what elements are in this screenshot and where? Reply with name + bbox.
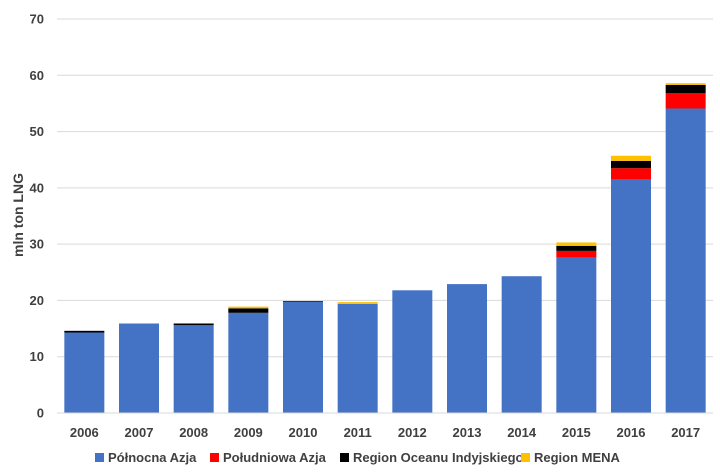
y-axis-label: mln ton LNG bbox=[10, 173, 26, 257]
x-tick-label: 2013 bbox=[453, 425, 482, 440]
legend-swatch bbox=[95, 453, 104, 462]
x-tick-label: 2017 bbox=[671, 425, 700, 440]
bar-segment-2015-series-3 bbox=[556, 242, 597, 246]
bar-segment-2017-series-2 bbox=[665, 84, 706, 94]
legend: Północna Azja Południowa Azja Region Ocean… bbox=[95, 450, 621, 465]
bar-segment-2016-series-3 bbox=[611, 155, 651, 161]
x-tick-label: 2011 bbox=[344, 425, 372, 440]
bar-segment-2008-series-0 bbox=[173, 325, 214, 413]
bar-segment-2009-series-2 bbox=[228, 308, 269, 313]
y-axis-ticks: 0 10 20 30 40 50 60 70 bbox=[30, 12, 44, 421]
legend-label: Region Oceanu Indyjskiego bbox=[353, 450, 524, 465]
bar-segment-2015-series-0 bbox=[556, 257, 597, 413]
y-tick-label: 60 bbox=[30, 68, 44, 83]
y-tick-label: 10 bbox=[30, 349, 44, 364]
legend-item: Region MENA bbox=[521, 450, 621, 465]
legend-item: Region Oceanu Indyjskiego bbox=[340, 450, 524, 465]
x-tick-label: 2016 bbox=[617, 425, 646, 440]
x-tick-label: 2006 bbox=[70, 425, 99, 440]
x-tick-label: 2014 bbox=[507, 425, 537, 440]
y-tick-label: 30 bbox=[30, 237, 44, 252]
bar-segment-2008-series-2 bbox=[173, 323, 214, 326]
bar-segment-2010-series-2 bbox=[283, 300, 323, 302]
bar-segment-2011-series-0 bbox=[337, 303, 378, 413]
y-tick-label: 70 bbox=[30, 12, 44, 27]
legend-label: Region MENA bbox=[534, 450, 621, 465]
x-tick-label: 2008 bbox=[179, 425, 208, 440]
bar-segment-2016-series-2 bbox=[611, 160, 651, 169]
bars bbox=[64, 83, 706, 413]
legend-swatch bbox=[340, 453, 349, 462]
y-tick-label: 50 bbox=[30, 124, 44, 139]
bar-segment-2016-series-0 bbox=[611, 179, 651, 413]
bar-segment-2009-series-3 bbox=[228, 306, 269, 309]
bar-segment-2017-series-0 bbox=[665, 108, 706, 413]
bar-segment-2006-series-2 bbox=[64, 330, 105, 333]
x-tick-label: 2007 bbox=[125, 425, 154, 440]
bar-segment-2013-series-0 bbox=[447, 284, 487, 413]
x-tick-label: 2010 bbox=[289, 425, 318, 440]
y-tick-label: 20 bbox=[30, 293, 44, 308]
bar-segment-2017-series-1 bbox=[665, 93, 706, 109]
bar-segment-2012-series-0 bbox=[392, 290, 433, 413]
legend-swatch bbox=[521, 453, 530, 462]
y-tick-label: 40 bbox=[30, 180, 44, 195]
x-tick-label: 2009 bbox=[234, 425, 263, 440]
bar-segment-2007-series-0 bbox=[119, 323, 159, 413]
legend-label: Południowa Azja bbox=[223, 450, 327, 465]
bar-segment-2006-series-0 bbox=[64, 332, 105, 413]
legend-item: Południowa Azja bbox=[210, 450, 327, 465]
bar-segment-2017-series-3 bbox=[665, 83, 706, 85]
bar-segment-2009-series-0 bbox=[228, 312, 269, 413]
x-axis-ticks: 2006 2007 2008 2009 2010 2011 2012 2013 2014 2015… bbox=[70, 425, 700, 440]
gridlines bbox=[57, 18, 713, 358]
bar-segment-2010-series-0 bbox=[283, 301, 323, 413]
x-tick-label: 2012 bbox=[398, 425, 427, 440]
y-tick-label: 0 bbox=[37, 406, 44, 421]
bar-segment-2015-series-1 bbox=[556, 250, 597, 258]
bar-segment-2014-series-0 bbox=[501, 276, 542, 413]
bar-segment-2015-series-2 bbox=[556, 245, 597, 251]
legend-label: Północna Azja bbox=[108, 450, 197, 465]
legend-item: Północna Azja bbox=[95, 450, 197, 465]
x-tick-label: 2015 bbox=[562, 425, 591, 440]
bar-segment-2011-series-3 bbox=[337, 302, 378, 304]
legend-swatch bbox=[210, 453, 219, 462]
bar-segment-2016-series-1 bbox=[611, 168, 651, 180]
